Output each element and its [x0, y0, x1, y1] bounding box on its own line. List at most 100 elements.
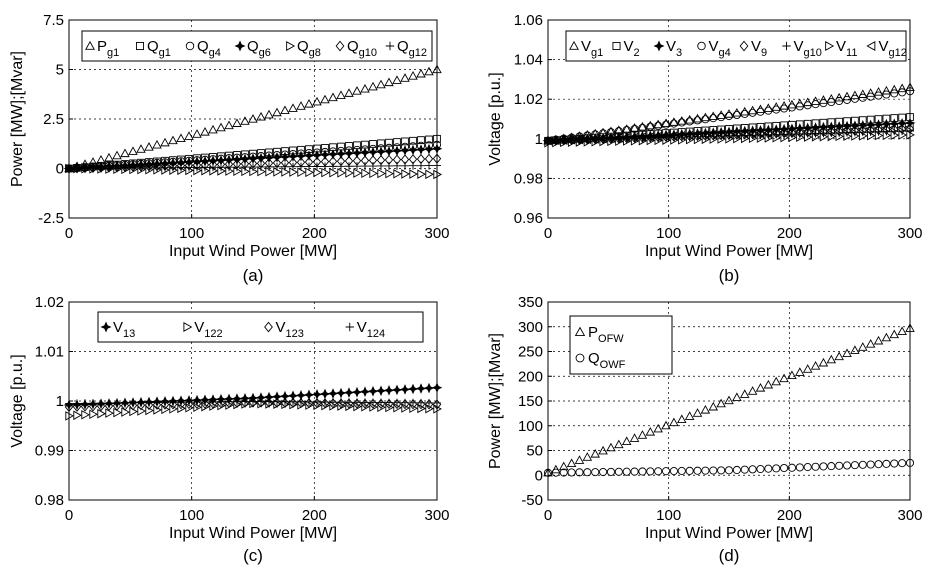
data-point	[827, 97, 836, 107]
data-point	[265, 397, 273, 406]
y-tick-label: 150	[518, 393, 543, 410]
y-tick-label: 0	[535, 467, 543, 484]
legend-label: Vg12	[879, 38, 907, 59]
data-point	[391, 145, 403, 157]
data-point	[320, 94, 330, 104]
data-point	[169, 163, 177, 172]
data-point	[677, 118, 686, 127]
y-tick-label: 300	[518, 319, 543, 336]
data-point	[313, 162, 321, 171]
x-tick-label: 0	[544, 225, 552, 242]
data-point	[669, 117, 679, 126]
data-point	[692, 113, 703, 123]
data-point	[393, 138, 401, 146]
data-point	[606, 467, 616, 476]
data-point	[646, 135, 656, 146]
data-point	[654, 135, 664, 146]
x-tick-label: 200	[777, 507, 802, 524]
data-point	[708, 129, 717, 140]
data-point	[352, 86, 362, 95]
data-point	[558, 461, 569, 471]
data-point	[873, 335, 884, 345]
series-q-OWF	[543, 458, 915, 477]
y-tick-label: -2.5	[38, 210, 64, 227]
data-point	[873, 123, 883, 133]
data-point	[732, 110, 741, 120]
data-point	[851, 131, 860, 141]
data-point	[104, 400, 114, 412]
data-point	[273, 397, 281, 406]
series-v-124	[65, 397, 441, 408]
data-point	[543, 468, 553, 477]
data-point	[653, 423, 663, 433]
data-point	[819, 462, 828, 471]
y-axis-label: Power [MW];[Mvar]	[9, 51, 26, 187]
data-point	[645, 120, 656, 130]
data-point	[241, 163, 249, 172]
data-point	[827, 131, 837, 142]
data-point	[676, 130, 686, 141]
data-point	[385, 398, 393, 407]
data-point	[121, 164, 129, 173]
data-point	[858, 93, 867, 102]
legend-marker	[782, 41, 791, 51]
data-point	[810, 125, 820, 136]
data-point	[756, 107, 765, 116]
data-point	[873, 87, 884, 96]
series-v-g12	[543, 122, 914, 146]
data-point	[104, 152, 114, 162]
data-point	[780, 104, 789, 113]
data-point	[295, 150, 307, 162]
data-point	[764, 106, 773, 115]
data-point	[638, 135, 648, 146]
legend-marker	[234, 40, 246, 52]
y-tick-label: 1	[535, 131, 543, 148]
data-point	[630, 467, 639, 476]
data-point	[882, 130, 892, 141]
data-point	[795, 463, 804, 472]
data-point	[544, 137, 553, 148]
data-point	[391, 384, 403, 396]
y-tick-label: 0.98	[514, 170, 543, 187]
data-point	[755, 127, 765, 138]
data-point	[881, 332, 892, 342]
data-point	[433, 134, 441, 143]
data-point	[834, 92, 844, 102]
legend-box	[565, 30, 907, 62]
data-point	[192, 129, 202, 138]
data-point	[256, 111, 266, 121]
data-point	[375, 385, 387, 397]
data-point	[787, 103, 797, 112]
data-point	[645, 427, 656, 436]
data-point	[897, 326, 907, 336]
data-point	[351, 147, 363, 159]
x-tick-label: 200	[302, 225, 327, 242]
data-point	[898, 459, 907, 468]
data-point	[329, 398, 337, 407]
data-point	[431, 143, 443, 155]
x-tick-label: 300	[424, 507, 449, 524]
data-point	[169, 398, 177, 407]
data-point	[329, 167, 338, 178]
data-point	[741, 133, 750, 144]
data-point	[225, 163, 233, 172]
data-point	[160, 137, 170, 147]
data-point	[72, 163, 82, 174]
panel-caption: (c)	[243, 546, 263, 565]
data-point	[865, 123, 875, 134]
data-point	[209, 397, 217, 406]
data-point	[327, 388, 339, 399]
data-point	[591, 468, 600, 477]
data-point	[65, 164, 73, 173]
legend-marker	[286, 41, 296, 51]
data-point	[826, 125, 835, 135]
data-point	[739, 389, 750, 398]
data-point	[843, 131, 852, 141]
data-point	[724, 129, 733, 139]
y-tick-label: -50	[521, 492, 543, 509]
data-point	[874, 130, 884, 141]
data-point	[716, 129, 725, 139]
data-point	[431, 382, 443, 393]
data-point	[64, 401, 74, 413]
x-axis-label: Input Wind Power [MW]	[645, 243, 813, 260]
